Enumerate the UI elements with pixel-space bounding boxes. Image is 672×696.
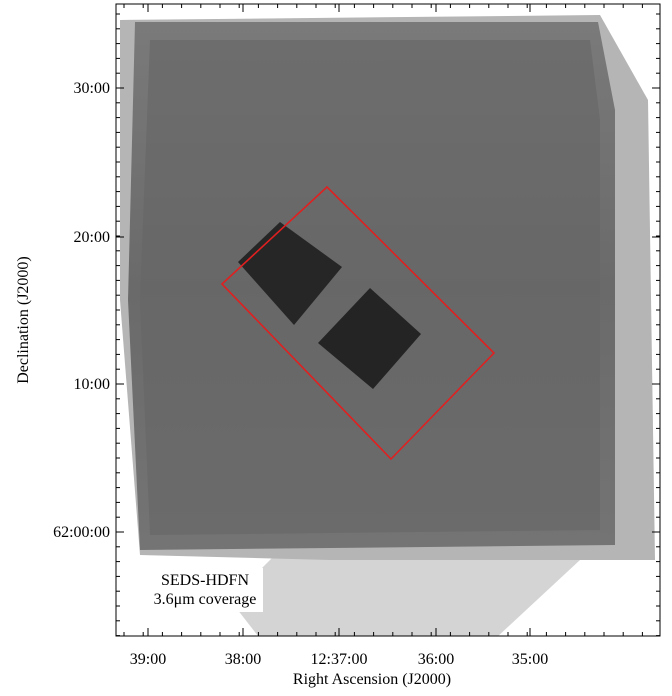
y-tick-label: 30:00	[74, 80, 110, 97]
y-axis-label: Declination (J2000)	[15, 256, 32, 384]
y-tick-label: 10:00	[74, 376, 110, 393]
ticks: 39:00 38:00 12:37:00 36:00 35:00 30:00 20:00 10…	[53, 4, 660, 668]
coverage-image	[116, 4, 660, 636]
deep-field-1	[238, 222, 342, 325]
annotation-text: 3.6μm coverage	[154, 591, 257, 608]
x-tick-label: 12:37:00	[311, 651, 368, 668]
x-tick-label: 35:00	[512, 651, 548, 668]
annotation-box	[148, 568, 263, 612]
deep-field-2	[318, 288, 421, 389]
plot-frame	[115, 3, 661, 637]
x-axis-label: Right Ascension (J2000)	[293, 671, 451, 688]
y-tick-label: 62:00:00	[53, 524, 110, 541]
x-tick-label: 38:00	[225, 651, 261, 668]
region-outline	[220, 185, 496, 461]
annotation-text: SEDS-HDFN	[161, 572, 249, 589]
x-tick-label: 36:00	[418, 651, 454, 668]
x-tick-label: 39:00	[130, 651, 166, 668]
y-tick-label: 20:00	[74, 229, 110, 246]
